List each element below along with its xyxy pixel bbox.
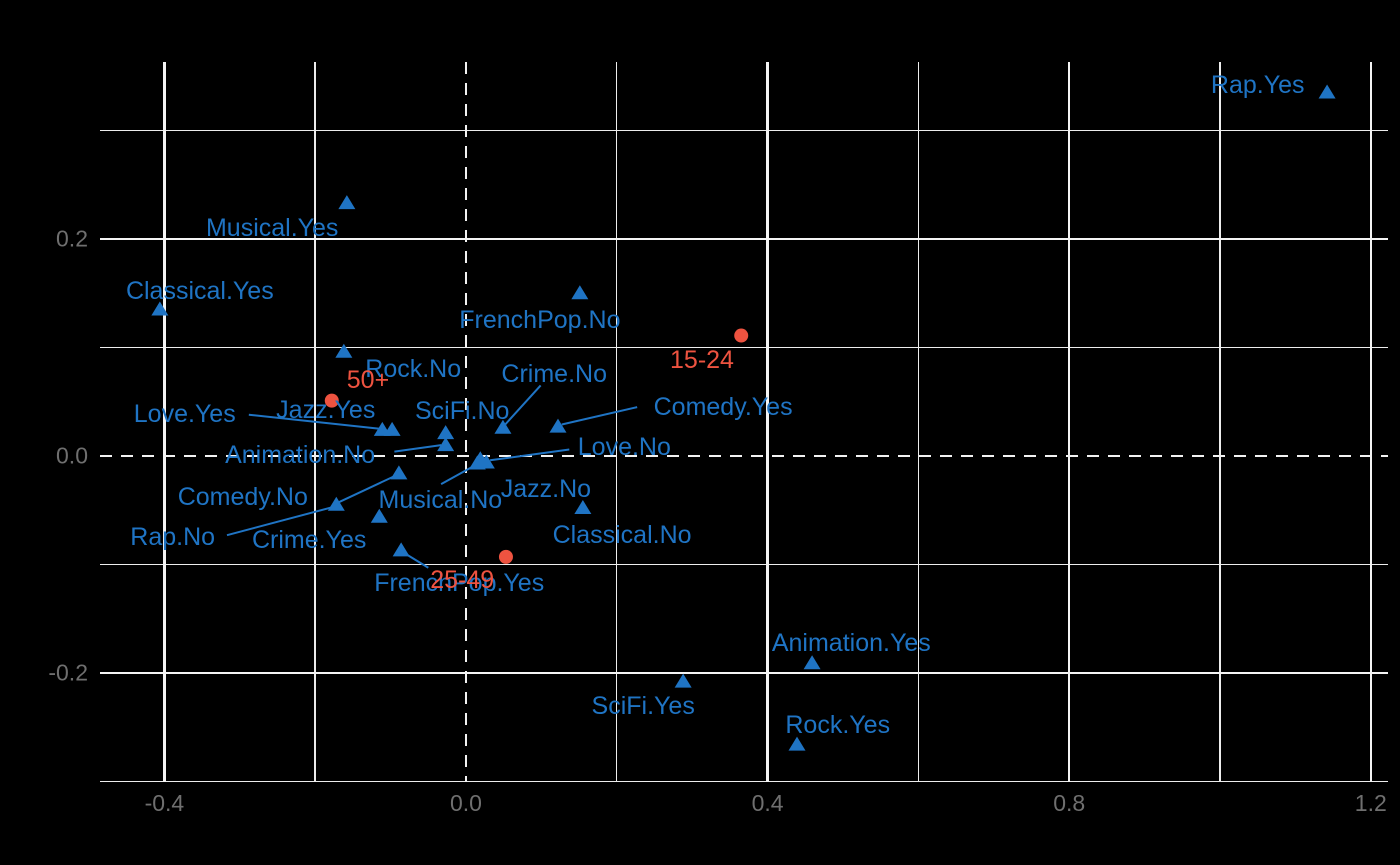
- gridline-y-major-0.2: [100, 237, 1388, 241]
- gridline-y-minor-0.1: [100, 346, 1388, 349]
- point-label-Crime.No: Crime.No: [501, 359, 607, 388]
- x-tick-label-0.4: 0.4: [751, 790, 784, 816]
- point-label-Jazz.No: Jazz.No: [500, 474, 592, 503]
- triangle-marker-FrenchPop.Yes: [392, 542, 410, 557]
- point-label-15-24: 15-24: [670, 346, 734, 375]
- x-tick-label-0.0: 0.0: [449, 790, 482, 816]
- point-label-Comedy.Yes: Comedy.Yes: [653, 393, 793, 421]
- gridline-y-minor-0.3: [100, 129, 1388, 132]
- triangle-marker-Animation.Yes: [803, 655, 821, 670]
- triangle-marker-Rap.Yes: [1318, 84, 1336, 99]
- connector-Animation.No: [394, 444, 442, 453]
- gridline-y-minor--0.1: [100, 563, 1388, 566]
- y-tick-label-0.0: 0.0: [56, 442, 88, 469]
- zero-line-horizontal: [100, 454, 1388, 458]
- triangle-marker-Comedy.No: [390, 465, 408, 480]
- point-label-Rap.Yes: Rap.Yes: [1210, 70, 1305, 99]
- connector-Rap.No: [226, 505, 334, 537]
- point-label-SciFi.No: SciFi.No: [414, 397, 510, 426]
- point-label-Animation.No: Animation.No: [225, 440, 376, 469]
- gridline-x-minor-0.6: [917, 62, 920, 782]
- triangle-marker-Musical.Yes: [338, 195, 356, 210]
- triangle-marker-Crime.No: [494, 419, 512, 434]
- gridline-x-major-0.4: [766, 62, 769, 782]
- triangle-marker-SciFi.Yes: [674, 673, 692, 688]
- connector-Love.No: [489, 448, 570, 462]
- connector-Comedy.No: [332, 474, 397, 506]
- y-tick-label-0.2: 0.2: [56, 225, 88, 252]
- circle-marker-25-49: [498, 549, 513, 564]
- gridline-y-major--0.2: [100, 671, 1388, 675]
- point-label-Comedy.No: Comedy.No: [177, 483, 308, 512]
- point-label-Crime.Yes: Crime.Yes: [251, 525, 367, 554]
- y-tick-label--0.2: -0.2: [48, 659, 88, 686]
- point-label-50+: 50+: [346, 365, 390, 394]
- gridline-x-minor-0.2: [616, 62, 618, 782]
- point-label-Rock.Yes: Rock.Yes: [785, 710, 891, 739]
- triangle-marker-Rock.No: [335, 343, 353, 358]
- point-label-25-49: 25-49: [430, 565, 495, 594]
- point-label-Animation.Yes: Animation.Yes: [771, 628, 931, 657]
- triangle-marker-FrenchPop.No: [571, 285, 589, 300]
- circle-marker-50+: [324, 393, 339, 408]
- triangle-marker-Love.Yes: [373, 421, 391, 436]
- triangle-marker-Rock.Yes: [788, 736, 806, 751]
- point-label-Rap.No: Rap.No: [130, 523, 216, 552]
- point-label-Love.No: Love.No: [577, 433, 671, 462]
- point-label-Musical.Yes: Musical.Yes: [205, 213, 339, 242]
- gridline-y-minor--0.3: [100, 780, 1388, 783]
- triangle-marker-SciFi.No: [437, 425, 455, 440]
- x-tick-label--0.4: -0.4: [144, 790, 185, 816]
- triangle-marker-Rap.No: [327, 496, 345, 511]
- point-label-Rock.No: Rock.No: [365, 355, 462, 384]
- x-tick-label-0.8: 0.8: [1053, 790, 1086, 816]
- triangle-marker-Animation.No: [437, 437, 455, 452]
- connector-Crime.No: [504, 384, 542, 426]
- point-label-FrenchPop.No: FrenchPop.No: [459, 306, 621, 335]
- circle-marker-15-24: [734, 328, 749, 343]
- gridline-x-major--0.4: [163, 62, 166, 782]
- gridline-x-major-1.2: [1369, 62, 1372, 782]
- triangle-marker-Classical.No: [574, 500, 592, 515]
- point-label-Jazz.Yes: Jazz.Yes: [276, 396, 376, 425]
- point-label-SciFi.Yes: SciFi.Yes: [591, 691, 695, 720]
- connector-Love.Yes: [248, 413, 381, 430]
- point-label-Musical.No: Musical.No: [378, 486, 503, 515]
- point-label-FrenchPop.Yes: FrenchPop.Yes: [374, 568, 545, 597]
- x-tick-label-1.2: 1.2: [1354, 790, 1387, 816]
- point-label-Classical.No: Classical.No: [552, 521, 692, 550]
- triangle-marker-Comedy.Yes: [549, 418, 567, 433]
- point-label-Classical.Yes: Classical.Yes: [125, 276, 274, 305]
- triangle-marker-Musical.No: [468, 455, 486, 470]
- triangle-marker-Classical.Yes: [151, 301, 169, 316]
- zero-line-vertical: [464, 62, 468, 782]
- point-label-Love.Yes: Love.Yes: [133, 399, 236, 428]
- connector-Comedy.Yes: [561, 406, 638, 426]
- triangle-marker-Crime.Yes: [370, 508, 388, 523]
- gridline-x-major-0.8: [1068, 62, 1071, 782]
- gridline-x-minor-1: [1219, 62, 1221, 782]
- connector-Musical.No: [440, 464, 475, 486]
